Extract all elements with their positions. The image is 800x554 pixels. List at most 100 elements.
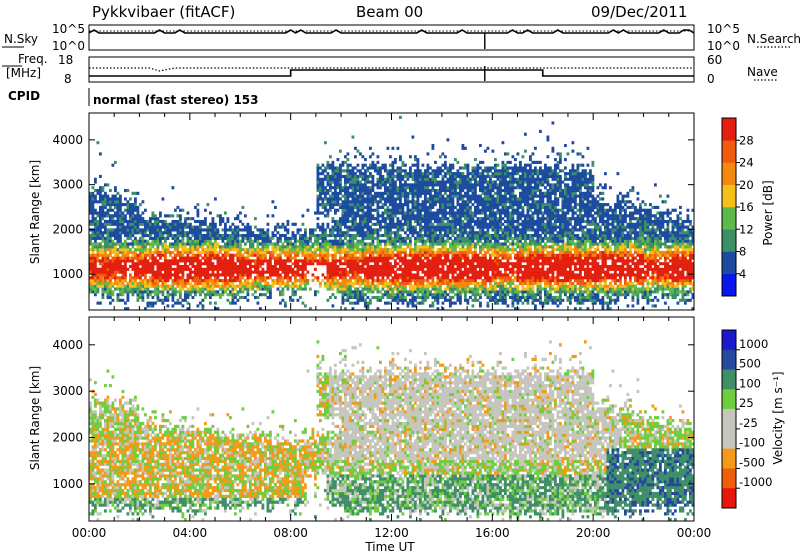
power-cell	[406, 174, 410, 179]
power-cell	[299, 234, 302, 238]
power-cell	[106, 194, 110, 198]
power-cell	[461, 222, 465, 226]
power-cell	[271, 253, 275, 257]
power-cell	[246, 253, 250, 257]
power-cell	[156, 267, 160, 271]
power-cell	[169, 250, 172, 255]
power-cell	[224, 264, 227, 269]
power-cell	[476, 242, 480, 246]
power-cell	[224, 242, 227, 246]
power-cell	[394, 270, 397, 274]
power-cell	[344, 203, 347, 207]
power-cell	[216, 262, 220, 266]
power-cell	[399, 174, 402, 179]
power-cell	[134, 225, 137, 229]
power-cell	[366, 219, 370, 224]
power-cell	[96, 270, 100, 274]
power-cell	[186, 307, 190, 311]
power-cell	[296, 273, 300, 277]
power-cell	[389, 256, 392, 260]
power-cell	[366, 301, 370, 305]
power-cell	[444, 253, 447, 257]
power-cell	[464, 166, 467, 170]
power-cell	[351, 194, 355, 198]
power-cell	[124, 219, 127, 224]
power-cell	[189, 250, 192, 255]
power-cell	[179, 239, 182, 243]
power-cell	[349, 228, 352, 232]
power-cell	[274, 248, 277, 252]
power-cell	[431, 203, 435, 207]
power-cell	[476, 262, 480, 266]
power-cell	[366, 200, 370, 204]
power-cell	[244, 256, 247, 260]
power-cell	[379, 267, 382, 271]
power-cell	[196, 231, 200, 235]
power-cell	[441, 293, 445, 297]
power-cell	[179, 290, 182, 294]
power-cell	[219, 284, 222, 288]
power-cell	[409, 219, 412, 224]
power-cell	[451, 217, 455, 221]
power-cell	[469, 188, 472, 193]
power-cell	[474, 284, 477, 288]
power-cell	[344, 219, 347, 224]
power-cell	[314, 248, 317, 252]
power-cell	[234, 234, 237, 238]
power-cell	[224, 234, 227, 238]
power-cell	[394, 214, 397, 218]
power-cell	[374, 250, 377, 255]
power-cell	[481, 279, 485, 283]
power-cell	[334, 256, 337, 260]
power-cell	[161, 298, 165, 302]
power-cell	[366, 186, 370, 190]
power-cell	[244, 214, 247, 218]
power-cell	[336, 194, 340, 198]
power-cell	[421, 214, 425, 218]
power-cell	[386, 186, 390, 190]
power-cell	[151, 222, 155, 226]
power-cell	[404, 219, 407, 224]
power-cell	[266, 267, 270, 271]
power-cell	[436, 273, 440, 277]
power-cell	[166, 245, 170, 249]
power-cell	[441, 279, 445, 283]
power-cell	[331, 219, 335, 224]
power-cell	[89, 200, 92, 204]
power-cell	[371, 177, 375, 181]
power-cell	[209, 293, 212, 297]
power-cell	[169, 225, 172, 229]
power-cell	[371, 197, 375, 201]
power-cell	[434, 194, 437, 198]
power-cell	[426, 287, 430, 291]
power-cell	[404, 262, 407, 266]
power-cell	[464, 264, 467, 269]
power-cell	[386, 194, 390, 198]
power-cell	[204, 284, 207, 288]
power-cell	[359, 256, 362, 260]
power-cell	[481, 284, 485, 288]
power-cell	[326, 234, 330, 238]
power-cell	[91, 208, 95, 212]
power-cell	[99, 191, 102, 195]
power-cell	[466, 177, 470, 181]
power-cell	[226, 284, 230, 288]
power-cell	[449, 183, 452, 187]
power-cell	[421, 203, 425, 207]
power-cell	[341, 234, 345, 238]
power-cell	[89, 290, 92, 294]
power-cell	[341, 273, 345, 277]
power-cell	[304, 242, 307, 246]
power-cell	[144, 250, 147, 255]
power-cell	[146, 295, 150, 300]
power-cell	[401, 273, 405, 277]
power-cell	[144, 287, 147, 291]
power-cell	[144, 307, 147, 311]
power-cell	[311, 242, 315, 246]
power-cell	[211, 293, 215, 297]
power-cell	[434, 200, 437, 204]
power-cell	[451, 256, 455, 260]
power-cell	[181, 259, 185, 263]
power-cell	[229, 236, 232, 240]
power-cell	[89, 267, 92, 271]
